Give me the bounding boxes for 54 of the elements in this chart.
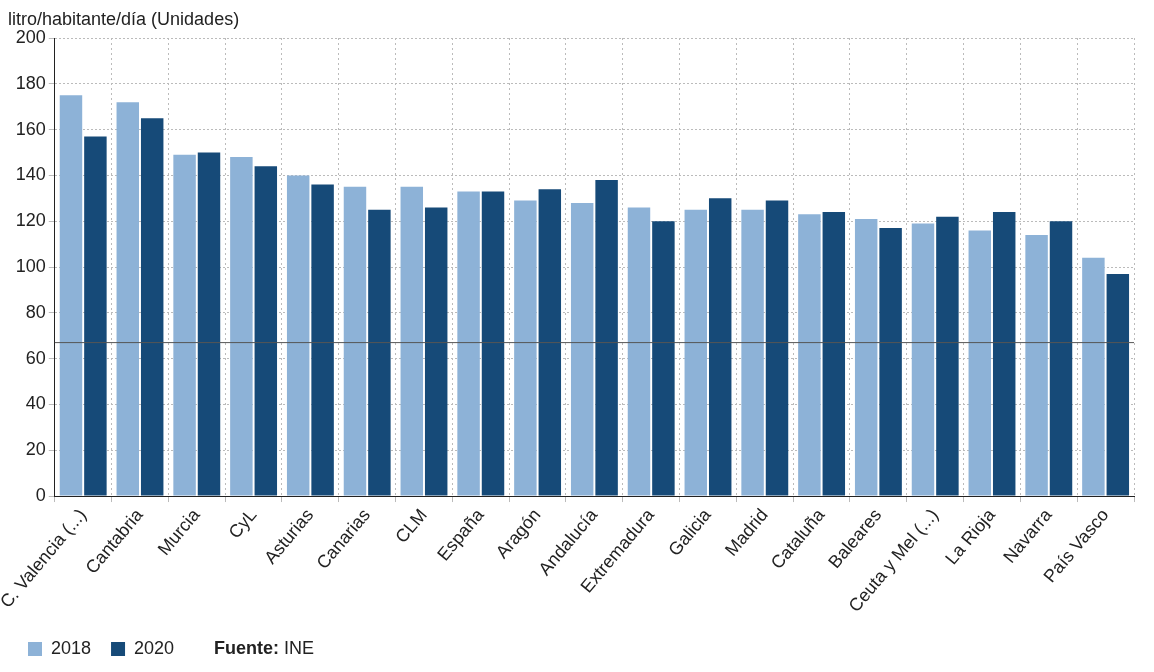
bar <box>116 102 140 496</box>
bar <box>684 209 708 496</box>
y-tick-label: 0 <box>35 485 46 506</box>
bar <box>140 118 164 496</box>
source-note: Fuente: INE <box>214 637 315 658</box>
bar <box>627 207 651 496</box>
bar <box>879 228 902 496</box>
y-tick-label: 80 <box>25 301 46 322</box>
bar <box>424 207 448 496</box>
bar <box>514 200 537 496</box>
bar <box>368 209 391 496</box>
bar <box>343 186 367 496</box>
bar <box>741 209 764 496</box>
bar <box>992 212 1016 496</box>
bar <box>84 136 107 496</box>
y-tick-label: 180 <box>15 72 46 93</box>
bar <box>822 212 846 496</box>
bar <box>457 191 480 496</box>
bar <box>1082 257 1105 496</box>
bar <box>254 166 278 496</box>
bar <box>197 152 221 496</box>
bar <box>798 214 821 496</box>
bar <box>173 154 196 496</box>
x-tick-label: CyL <box>224 504 261 543</box>
bar <box>400 186 424 496</box>
y-tick-label: 100 <box>15 255 46 276</box>
bar <box>570 202 594 496</box>
y-tick-label: 40 <box>25 393 46 414</box>
y-tick-label: 20 <box>25 439 46 460</box>
bar <box>765 200 789 496</box>
bar <box>595 179 618 496</box>
legend-label: 2020 <box>134 637 175 658</box>
y-tick-label: 120 <box>15 210 46 231</box>
bar <box>911 223 935 496</box>
y-tick-label: 200 <box>15 26 46 47</box>
bar <box>936 216 959 496</box>
bar <box>1049 221 1073 496</box>
bar <box>854 218 878 496</box>
bar <box>1025 234 1048 496</box>
bar <box>1106 273 1130 496</box>
bar <box>59 95 83 496</box>
y-tick-label: 60 <box>25 347 46 368</box>
legend-label: 2018 <box>51 637 92 658</box>
bar <box>708 198 732 496</box>
bar <box>481 191 505 496</box>
y-tick-label: 140 <box>15 164 46 185</box>
bar <box>538 189 562 496</box>
bar <box>311 184 334 496</box>
bar <box>230 157 253 496</box>
bar <box>652 221 675 496</box>
bar <box>286 175 310 496</box>
y-axis-title: litro/habitante/día (Unidades) <box>8 8 240 29</box>
y-tick-label: 160 <box>15 118 46 139</box>
bar <box>968 230 992 496</box>
